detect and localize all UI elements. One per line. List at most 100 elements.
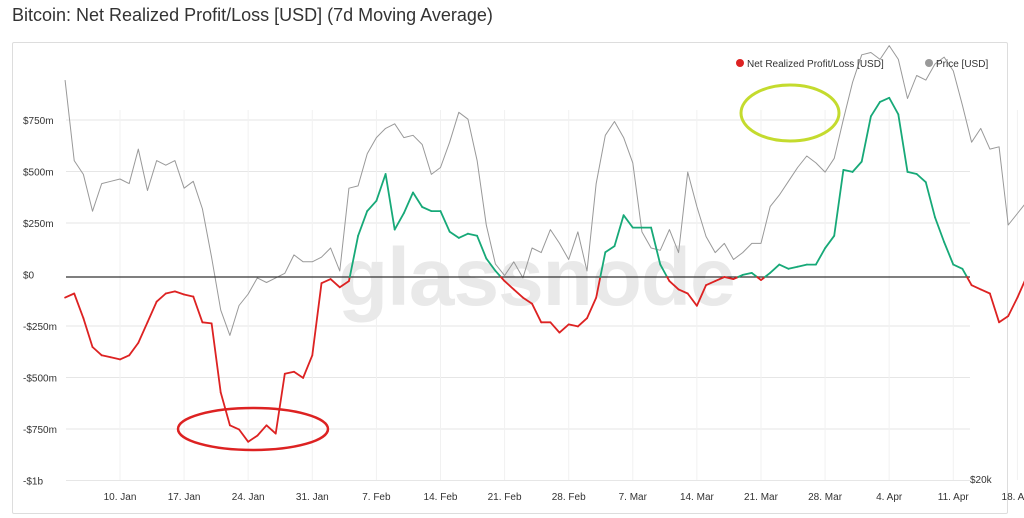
nrpl-segment (599, 251, 607, 278)
nrpl-segment (741, 271, 753, 276)
nrpl-segment (750, 271, 758, 278)
nrpl-segment (979, 288, 991, 295)
nrpl-segment (824, 234, 836, 250)
nrpl-segment (512, 288, 524, 299)
nrpl-segment (366, 199, 378, 213)
nrpl-segment (668, 280, 680, 291)
nrpl-segment (64, 292, 76, 299)
nrpl-segment (128, 341, 140, 357)
nrpl-segment (210, 322, 222, 394)
nrpl-segment (769, 263, 781, 274)
nrpl-segment (238, 428, 250, 443)
y-tick-label: $750m (23, 116, 54, 127)
nrpl-segment (650, 226, 662, 266)
nrpl-segment (274, 372, 286, 435)
nrpl-segment (567, 323, 579, 328)
nrpl-segment (73, 292, 85, 320)
x-tick-label: 14. Mar (680, 492, 715, 503)
x-tick-label: 21. Mar (744, 492, 779, 503)
nrpl-segment (412, 191, 424, 208)
x-tick-label: 24. Jan (232, 492, 265, 503)
nrpl-segment (476, 234, 488, 260)
nrpl-segment (764, 271, 771, 278)
nrpl-segment (109, 356, 121, 361)
gridlines (66, 110, 1018, 481)
nrpl-segment (499, 276, 506, 283)
nrpl-segment (375, 173, 387, 202)
nrpl-segment (448, 230, 460, 239)
y-axis-labels: $750m $500m $250m $0 -$250m -$500m -$750m -$1b $… (23, 116, 993, 488)
nrpl-segment (173, 290, 186, 296)
nrpl-segment (293, 370, 305, 379)
nrpl-segment (989, 292, 1000, 324)
nrpl-segment (549, 321, 561, 334)
y-tick-label: $250m (23, 219, 54, 230)
nrpl-segment (778, 263, 790, 270)
nrpl-segment (247, 434, 259, 443)
nrpl-segment (357, 210, 369, 237)
nrpl-segment (256, 424, 268, 437)
nrpl-segment (604, 245, 616, 254)
nrpl-segment (833, 168, 845, 237)
nrpl-segment (384, 173, 396, 231)
nrpl-segment (485, 257, 497, 272)
nrpl-segment (348, 234, 360, 278)
nrpl-segment (338, 280, 350, 289)
x-tick-label: 17. Jan (168, 492, 201, 503)
nrpl-segment (467, 232, 479, 237)
nrpl-segment (714, 276, 726, 283)
nrpl-segment (686, 292, 698, 307)
nrpl-segment (393, 212, 405, 231)
nrpl-segment (851, 160, 863, 173)
nrpl-segment (265, 424, 277, 435)
nrpl-segment (897, 113, 909, 173)
y-tick-label: -$500m (23, 374, 57, 385)
legend-marker-price (925, 59, 933, 67)
nrpl-segment (137, 321, 149, 344)
nrpl-segment (494, 269, 502, 278)
x-tick-label: 4. Apr (876, 492, 903, 503)
nrpl-segment (320, 278, 332, 285)
nrpl-segment (970, 284, 982, 291)
nrpl-segment (311, 282, 323, 357)
nrpl-segment (952, 263, 964, 270)
legend-label-nrpl: Net Realized Profit/Loss [USD] (747, 59, 884, 70)
nrpl-segment (705, 280, 717, 287)
nrpl-segment (283, 370, 295, 375)
nrpl-segment (723, 276, 735, 281)
price-line (64, 45, 1024, 336)
peak-annotation-ellipse (739, 83, 841, 143)
nrpl-segment (842, 168, 854, 173)
x-tick-label: 10. Jan (104, 492, 137, 503)
nrpl-segment (183, 293, 195, 298)
nrpl-segment (503, 280, 515, 291)
nrpl-segment (146, 300, 158, 324)
nrpl-segment (860, 115, 872, 163)
x-tick-label: 18. Apr (1002, 492, 1024, 503)
nrpl-segment (595, 276, 602, 299)
nrpl-segment (91, 346, 103, 357)
nrpl-segment (302, 354, 314, 379)
nrpl-segment (943, 241, 955, 266)
trough-annotation-ellipse (176, 406, 330, 452)
nrpl-segment (934, 216, 945, 243)
x-tick-label: 28. Feb (552, 492, 586, 503)
x-tick-label: 31. Jan (296, 492, 329, 503)
nrpl-segment (787, 265, 799, 270)
nrpl-segment (1007, 296, 1019, 318)
nrpl-segment (558, 323, 570, 334)
nrpl-segment (796, 263, 808, 268)
x-tick-label: 28. Mar (808, 492, 843, 503)
x-tick-label: 21. Feb (488, 492, 522, 503)
nrpl-segment (421, 206, 433, 213)
y-tick-label: -$1b (23, 477, 43, 488)
x-tick-label: 7. Feb (362, 492, 391, 503)
chart-panel (12, 42, 1008, 514)
nrpl-segment (577, 317, 588, 328)
nrpl-segment (192, 295, 204, 324)
nrpl-segment (906, 170, 918, 175)
x-tick-label: 7. Mar (619, 492, 648, 503)
nrpl-segment (100, 354, 112, 359)
net-realized-pl-line (64, 96, 1024, 443)
